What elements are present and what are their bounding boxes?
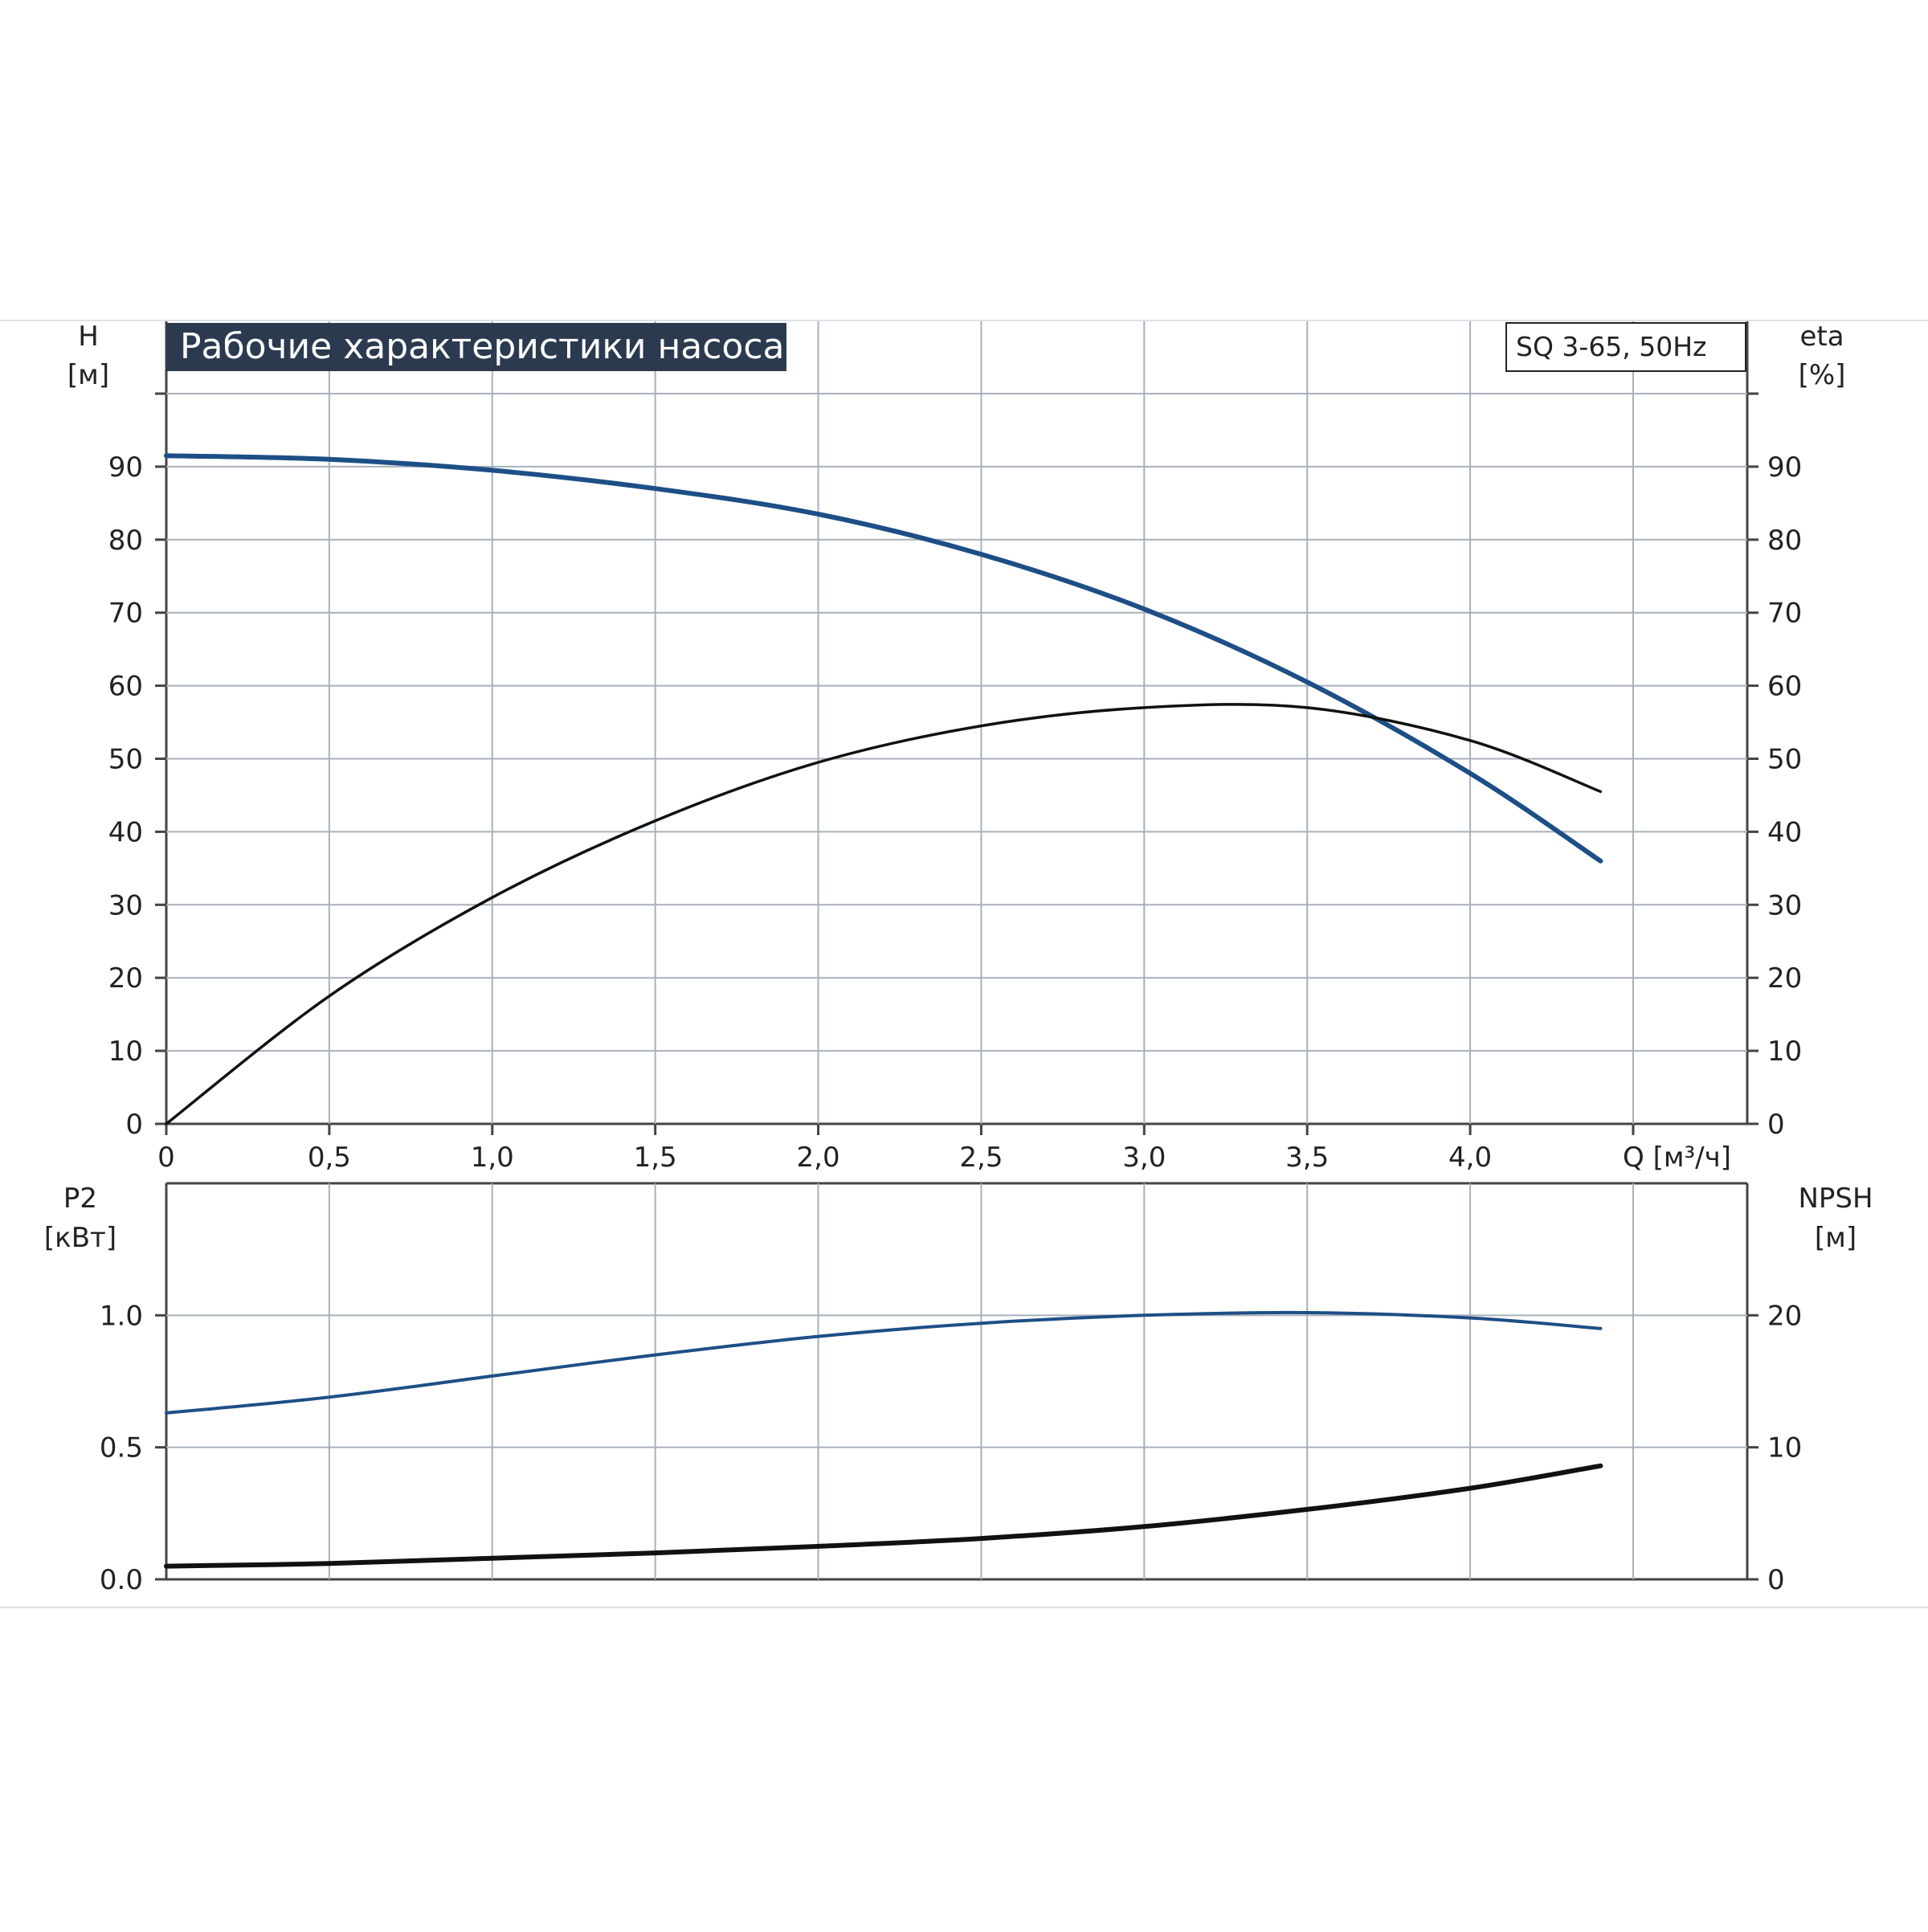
power-tick-label: 1.0 bbox=[100, 1300, 143, 1332]
head-tick-label: 50 bbox=[108, 744, 143, 776]
power-axis-unit: [кВт] bbox=[44, 1222, 116, 1254]
x-tick-label: 0 bbox=[157, 1142, 175, 1174]
eta-axis-unit: [%] bbox=[1799, 359, 1846, 391]
head-tick-label: 40 bbox=[108, 816, 143, 848]
eta-tick-label: 60 bbox=[1767, 671, 1802, 703]
head-tick-label: 70 bbox=[108, 598, 143, 630]
npsh-axis-unit: [м] bbox=[1815, 1222, 1857, 1254]
eta-tick-label: 90 bbox=[1767, 451, 1802, 484]
head-tick-label: 90 bbox=[108, 451, 143, 484]
npsh-tick-label: 10 bbox=[1767, 1432, 1802, 1464]
x-tick-label: 2,5 bbox=[959, 1142, 1003, 1174]
head-tick-label: 30 bbox=[108, 889, 143, 921]
npsh-tick-label: 0 bbox=[1767, 1564, 1785, 1596]
title-box bbox=[166, 323, 786, 371]
flow-axis-label: Q [м³/ч] bbox=[1623, 1142, 1731, 1174]
eta-tick-label: 50 bbox=[1767, 744, 1802, 776]
model-badge: SQ 3-65, 50Hz bbox=[1516, 331, 1706, 362]
model-badge-box bbox=[1505, 322, 1746, 372]
head-tick-label: 20 bbox=[108, 962, 143, 995]
head-tick-label: 10 bbox=[108, 1035, 143, 1068]
head-tick-label: 0 bbox=[125, 1109, 143, 1141]
tick-labels: 0 0,5 1,0 1,5 2,0 2,5 3,0 3,5 4,0 0 10 20 30 40 50 60 70… bbox=[100, 451, 1802, 1596]
curves bbox=[164, 453, 1603, 1569]
eta-tick-label: 30 bbox=[1767, 889, 1802, 921]
x-tick-label: 3,5 bbox=[1285, 1142, 1329, 1174]
x-tick-label: 3,0 bbox=[1122, 1142, 1166, 1174]
head-axis-name: H bbox=[78, 321, 99, 353]
x-tick-label: 2,0 bbox=[797, 1142, 840, 1174]
top-plot-grid bbox=[155, 321, 1758, 1135]
power-tick-label: 0.5 bbox=[100, 1432, 143, 1464]
eta-tick-label: 20 bbox=[1767, 962, 1802, 995]
efficiency-curve bbox=[165, 703, 1603, 1125]
head-curve bbox=[164, 453, 1603, 864]
bottom-plot-grid bbox=[155, 1182, 1758, 1581]
power-curve bbox=[165, 1310, 1603, 1415]
x-tick-label: 1,0 bbox=[471, 1142, 514, 1174]
x-tick-label: 4,0 bbox=[1448, 1142, 1492, 1174]
power-axis-name: P2 bbox=[63, 1182, 97, 1215]
x-tick-label: 1,5 bbox=[634, 1142, 677, 1174]
head-tick-label: 60 bbox=[108, 671, 143, 703]
eta-tick-label: 40 bbox=[1767, 816, 1802, 848]
x-tick-label: 0,5 bbox=[308, 1142, 351, 1174]
eta-axis-name: eta bbox=[1799, 321, 1844, 353]
eta-tick-label: 70 bbox=[1767, 598, 1802, 630]
head-tick-label: 80 bbox=[108, 525, 143, 557]
chart-title: Рабочие характеристики насоса bbox=[180, 326, 784, 367]
eta-tick-label: 0 bbox=[1767, 1109, 1785, 1141]
npsh-curve bbox=[164, 1463, 1603, 1569]
npsh-axis-name: NPSH bbox=[1798, 1182, 1873, 1215]
eta-tick-label: 80 bbox=[1767, 525, 1802, 557]
npsh-tick-label: 20 bbox=[1767, 1300, 1802, 1332]
power-tick-label: 0.0 bbox=[100, 1564, 143, 1596]
head-axis-unit: [м] bbox=[67, 359, 109, 391]
eta-tick-label: 10 bbox=[1767, 1035, 1802, 1068]
